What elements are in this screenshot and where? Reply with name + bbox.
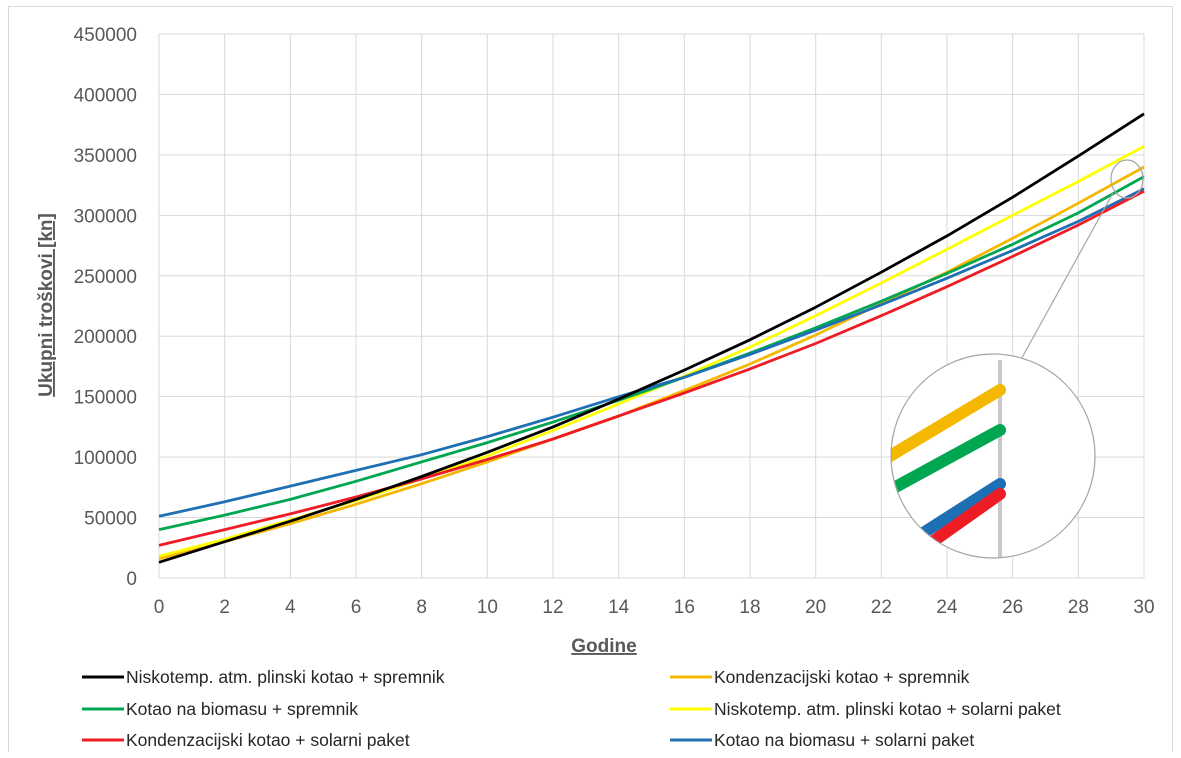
x-axis-ticks: 0 2 4 6 8 10 12 14 16 18 20 22 24 26 28 30 (154, 597, 1155, 618)
x-tick-label: 16 (674, 597, 695, 618)
x-tick-label: 4 (285, 597, 296, 618)
series-line-5 (158, 187, 1145, 518)
x-tick-label: 22 (871, 597, 892, 618)
x-tick-label: 24 (936, 597, 958, 618)
y-tick-label: 300000 (74, 206, 137, 227)
series-lines (158, 112, 1145, 564)
zoom-band-4 (929, 488, 1006, 546)
zoom-inset-background (891, 354, 1095, 558)
legend-label-0: Niskotemp. atm. plinski kotao + spremnik (126, 667, 445, 687)
y-tick-label: 0 (126, 569, 137, 590)
legend-label-5: Kotao na biomasu + solarni paket (714, 730, 974, 750)
y-axis-title: Ukupni troškovi [kn] (36, 213, 57, 397)
legend: Niskotemp. atm. plinski kotao + spremnik… (82, 667, 1061, 750)
x-tick-label: 14 (608, 597, 630, 618)
x-tick-label: 12 (542, 597, 563, 618)
x-tick-label: 6 (351, 597, 362, 618)
zoom-source-circle (1110, 159, 1144, 199)
y-tick-label: 150000 (74, 388, 137, 409)
zoom-band-5 (914, 478, 1006, 541)
x-tick-label: 26 (1002, 597, 1023, 618)
legend-label-2: Kotao na biomasu + spremnik (126, 699, 358, 719)
legend-label-3: Niskotemp. atm. plinski kotao + solarni … (714, 699, 1061, 719)
x-tick-label: 10 (477, 597, 498, 618)
legend-label-4: Kondenzacijski kotao + solarni paket (126, 730, 410, 750)
series-line-0 (158, 112, 1145, 564)
series-line-2 (158, 175, 1145, 531)
y-tick-label: 100000 (74, 448, 137, 469)
y-tick-label: 450000 (74, 25, 137, 46)
x-tick-label: 8 (416, 597, 427, 618)
y-tick-label: 400000 (74, 85, 137, 106)
x-axis-title: Godine (571, 636, 636, 657)
chart-frame (8, 6, 1173, 752)
x-tick-label: 28 (1068, 597, 1089, 618)
x-tick-label: 0 (154, 597, 165, 618)
y-tick-label: 50000 (84, 509, 137, 530)
y-axis-ticks: 0 50000 100000 150000 200000 250000 300000 3500… (74, 25, 137, 590)
zoom-inset (890, 159, 1144, 559)
x-tick-label: 30 (1133, 597, 1154, 618)
x-tick-label: 20 (805, 597, 826, 618)
y-tick-label: 250000 (74, 267, 137, 288)
y-tick-label: 350000 (74, 146, 137, 167)
zoom-inset-border (890, 353, 1096, 559)
x-tick-label: 2 (219, 597, 230, 618)
zoom-band-1 (891, 384, 1006, 468)
zoom-band-2 (891, 424, 1006, 496)
y-tick-label: 200000 (74, 327, 137, 348)
zoom-connector (1007, 192, 1114, 384)
series-line-4 (158, 189, 1145, 547)
legend-label-1: Kondenzacijski kotao + spremnik (714, 667, 970, 687)
x-tick-label: 18 (739, 597, 760, 618)
